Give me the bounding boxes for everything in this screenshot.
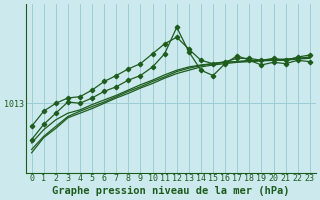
X-axis label: Graphe pression niveau de la mer (hPa): Graphe pression niveau de la mer (hPa) xyxy=(52,186,290,196)
